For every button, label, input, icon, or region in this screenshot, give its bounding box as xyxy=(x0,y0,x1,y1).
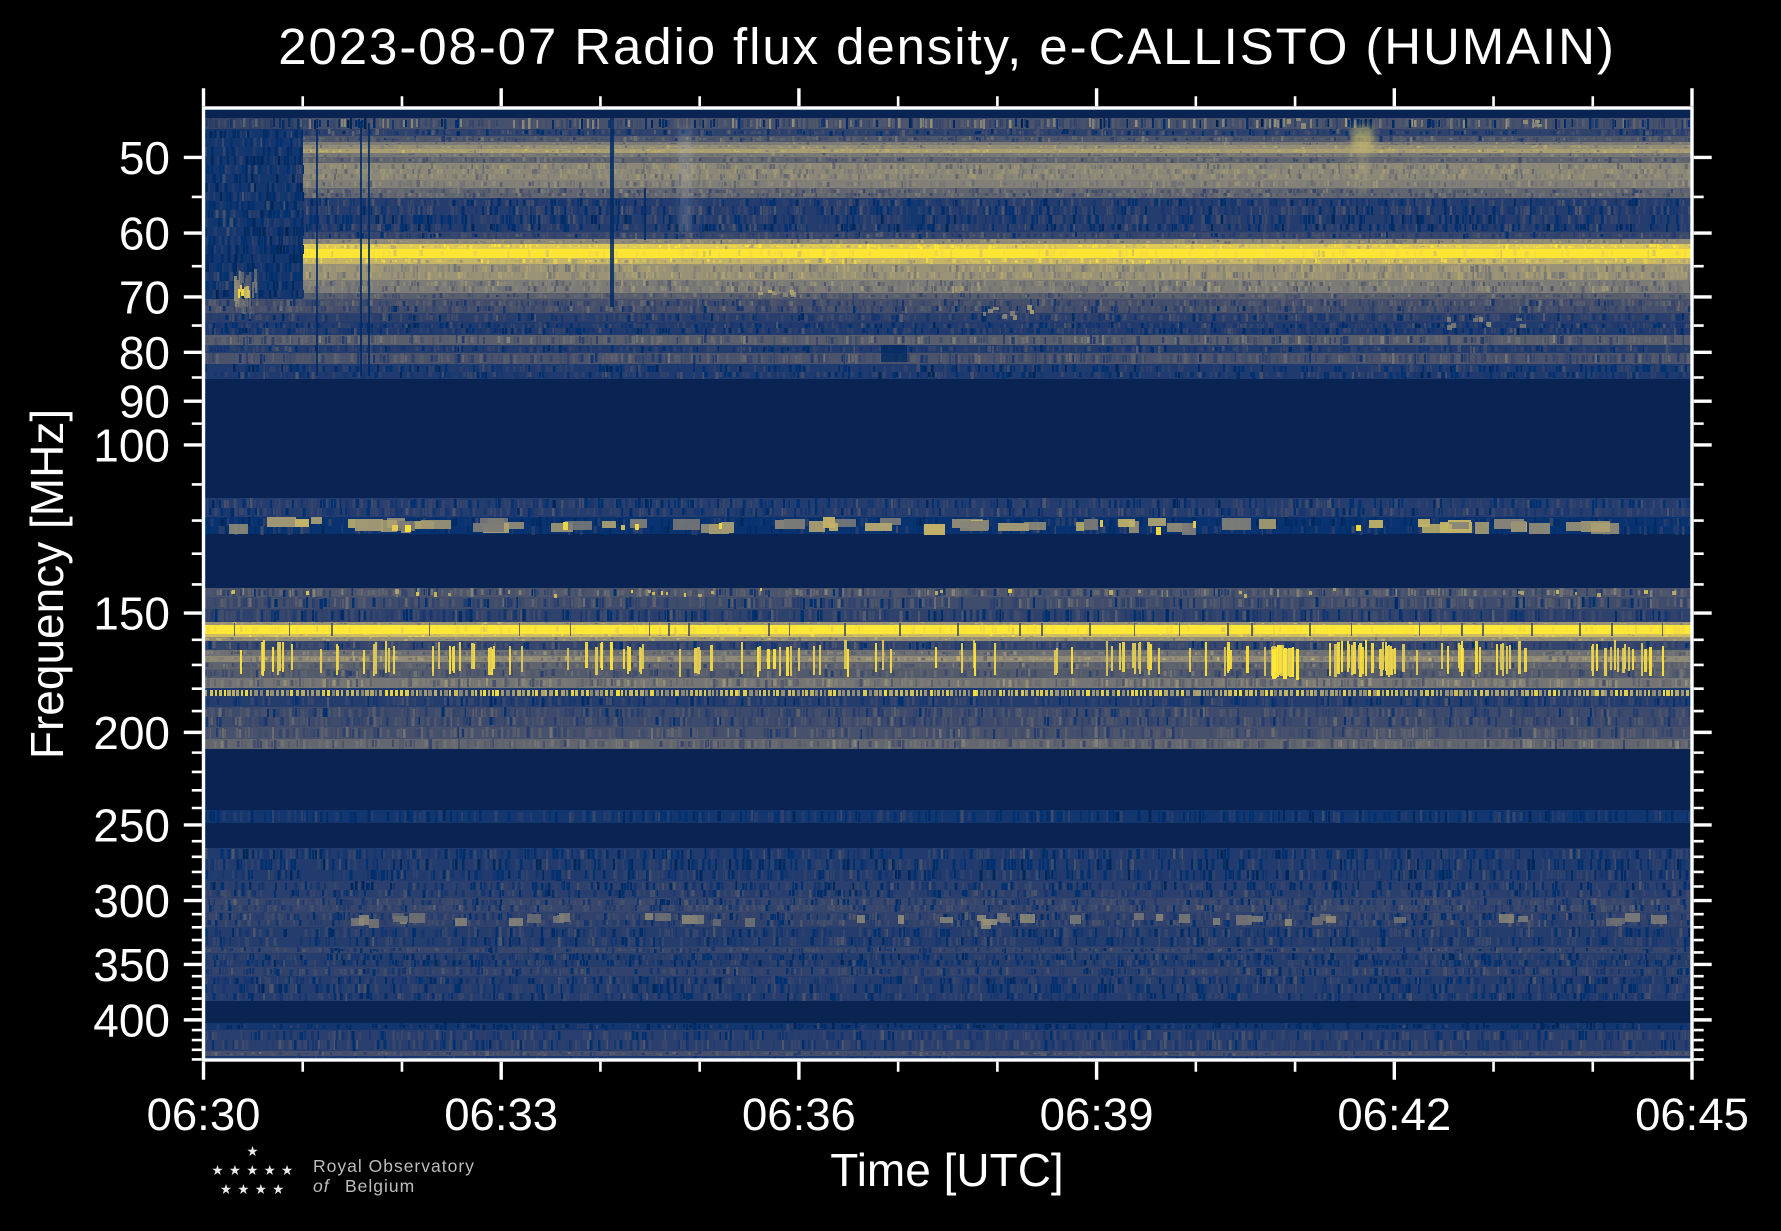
svg-text:06:30: 06:30 xyxy=(147,1089,261,1140)
svg-text:Time [UTC]: Time [UTC] xyxy=(830,1144,1063,1196)
svg-text:100: 100 xyxy=(93,419,170,471)
svg-text:Belgium: Belgium xyxy=(345,1176,415,1196)
svg-text:80: 80 xyxy=(119,327,170,379)
svg-text:2023-08-07 Radio flux density,: 2023-08-07 Radio flux density, e-CALLIST… xyxy=(278,18,1615,75)
svg-text:06:39: 06:39 xyxy=(1040,1089,1154,1140)
svg-text:250: 250 xyxy=(93,799,170,851)
svg-text:300: 300 xyxy=(93,875,170,927)
svg-text:06:42: 06:42 xyxy=(1337,1089,1451,1140)
svg-text:90: 90 xyxy=(119,376,170,428)
svg-text:70: 70 xyxy=(119,271,170,323)
svg-text:150: 150 xyxy=(93,588,170,640)
svg-text:06:33: 06:33 xyxy=(444,1089,558,1140)
svg-text:50: 50 xyxy=(119,132,170,184)
svg-text:350: 350 xyxy=(93,939,170,991)
svg-text:60: 60 xyxy=(119,208,170,260)
svg-text:Royal Observatory: Royal Observatory xyxy=(313,1156,475,1176)
svg-text:06:36: 06:36 xyxy=(742,1089,856,1140)
svg-text:200: 200 xyxy=(93,707,170,759)
svg-text:400: 400 xyxy=(93,994,170,1046)
svg-text:06:45: 06:45 xyxy=(1635,1089,1749,1140)
svg-text:of: of xyxy=(313,1176,331,1196)
svg-text:Frequency [MHz]: Frequency [MHz] xyxy=(21,409,73,759)
